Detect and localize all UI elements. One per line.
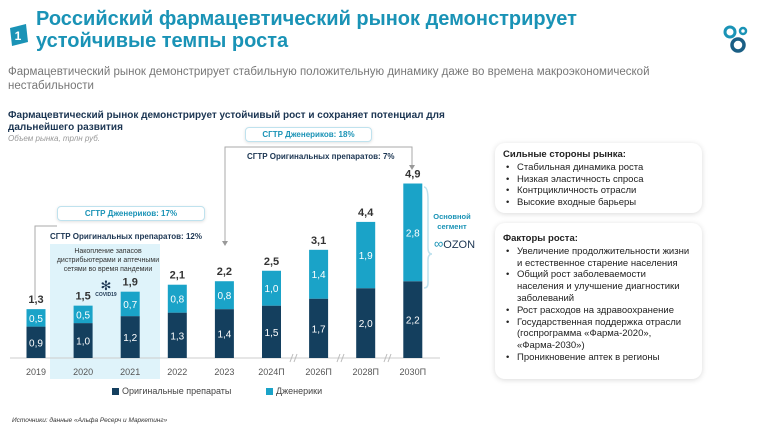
cagr-generics-hist-badge: СГТР Дженериков: 17% — [57, 206, 205, 221]
list-item: Высокие входные барьеры — [503, 197, 694, 209]
bar-value-label: 2,2 — [406, 316, 420, 327]
bar-value-label: 1,0 — [265, 284, 279, 295]
legend-originals: Оригинальные препараты — [112, 386, 231, 396]
cagr-originals-forecast: СГТР Оригинальных препаратов: 7% — [247, 152, 395, 161]
list-item: Контрцикличность отрасли — [503, 185, 694, 197]
bar-value-label: 2,0 — [359, 319, 373, 330]
chart-title: Фармацевтический рынок демонстрирует уст… — [8, 110, 445, 133]
bar-value-label: 2,8 — [406, 228, 420, 239]
total-label: 1,5 — [75, 291, 90, 303]
total-label: 2,2 — [217, 266, 232, 278]
bar-value-label: 1,0 — [76, 337, 90, 348]
page-title: Российский фармацевтический рынок демонс… — [36, 8, 577, 52]
x-tick-label: 2021 — [120, 367, 140, 377]
total-label: 4,4 — [358, 207, 374, 219]
bar-originals — [167, 312, 187, 358]
cagr-generics-forecast-badge: СГТР Дженериков: 18% — [245, 127, 372, 142]
bar-value-label: 0,7 — [123, 300, 137, 311]
main-segment-label: Основной сегмент — [433, 212, 471, 231]
x-tick-label: 2022 — [167, 367, 187, 377]
total-label: 1,9 — [123, 277, 138, 289]
strengths-title: Сильные стороны рынка: — [503, 149, 626, 160]
page-subtitle: Фармацевтический рынок демонстрирует ста… — [8, 66, 650, 92]
growth-title: Факторы роста: — [503, 233, 578, 244]
chart-unit-label: Объем рынка, трлн руб. — [8, 134, 100, 143]
ozon-segment-logo: ∞OZON — [434, 236, 476, 251]
bar-generics — [309, 249, 329, 299]
bar-generics — [26, 309, 46, 327]
list-item: Государственная поддержка отрасли (госпр… — [503, 317, 694, 352]
bar-originals — [262, 305, 281, 358]
slide-number-badge: 1 — [10, 24, 28, 46]
total-label: 1,3 — [28, 294, 43, 306]
list-item: Проникновение аптек в регионы — [503, 352, 694, 364]
bar-originals — [73, 323, 93, 358]
bar-generics — [214, 281, 234, 310]
x-tick-label: 2026П — [305, 367, 332, 377]
legend-swatch — [112, 387, 119, 395]
bar-originals — [356, 288, 376, 358]
bar-value-label: 0,8 — [217, 291, 231, 302]
svg-text:1: 1 — [15, 29, 22, 43]
stacked-bar-chart: 0,9 0,5 1,3 2019 1,0 0,5 1,5 2020 1,2 0,7 1,9 2021 1… — [10, 146, 440, 379]
total-label: 2,1 — [170, 270, 185, 282]
growth-factors-card: Факторы роста: Увеличение продолжительно… — [495, 223, 702, 379]
bar-originals — [26, 326, 46, 358]
axis-break-icon — [289, 353, 298, 363]
x-tick-label: 2024П — [258, 367, 285, 377]
bar-generics — [120, 291, 140, 317]
list-item: Стабильная динамика роста — [503, 162, 694, 174]
total-label: 2,5 — [264, 256, 279, 268]
source-note: Источники: данные «Альфа Ресерч и Маркет… — [12, 417, 168, 424]
list-item: Увеличение продолжительности жизни и ест… — [503, 246, 694, 270]
bar-value-label: 1,5 — [265, 328, 279, 339]
legend-swatch — [266, 387, 273, 395]
bar-originals — [309, 298, 329, 358]
bar-value-label: 1,3 — [170, 331, 184, 342]
axis-break-icon — [336, 353, 345, 363]
bar-generics — [403, 183, 423, 282]
x-tick-label: 2020 — [73, 367, 93, 377]
bar-value-label: 1,9 — [359, 251, 373, 262]
bar-value-label: 1,4 — [217, 330, 231, 341]
x-tick-label: 2030П — [400, 367, 427, 377]
legend-generics: Дженерики — [266, 386, 322, 396]
x-tick-label: 2019 — [26, 367, 46, 377]
bar-value-label: 0,5 — [29, 314, 43, 325]
list-item: Рост расходов на здравоохранение — [503, 305, 694, 317]
segment-brace — [423, 186, 433, 289]
bar-generics — [73, 305, 93, 324]
bar-value-label: 0,8 — [170, 295, 184, 306]
list-item: Низкая эластичность спроса — [503, 174, 694, 186]
bar-originals — [214, 309, 234, 358]
bar-value-label: 1,2 — [123, 333, 137, 344]
bar-generics — [167, 284, 187, 313]
x-tick-label: 2023 — [214, 367, 234, 377]
bar-value-label: 0,9 — [29, 338, 43, 349]
covid-highlight-area — [50, 244, 160, 379]
ozon-logo-icon — [723, 25, 748, 53]
cagr-originals-hist: СГТР Оригинальных препаратов: 12% — [50, 232, 202, 241]
covid-icon: ✻ COVID19 — [95, 278, 117, 298]
bar-generics — [356, 221, 376, 289]
bar-generics — [262, 270, 281, 306]
x-tick-label: 2028П — [352, 367, 379, 377]
bar-originals — [403, 281, 423, 358]
total-label: 3,1 — [311, 235, 326, 247]
axis-break-icon — [383, 353, 392, 363]
bar-originals — [120, 316, 140, 358]
bar-value-label: 0,5 — [76, 310, 90, 321]
bar-value-label: 1,4 — [312, 270, 326, 281]
strengths-card: Сильные стороны рынка: Стабильная динами… — [495, 143, 702, 213]
covid-note: Накопление запасов дистрибьютерами и апт… — [56, 248, 160, 273]
bar-value-label: 1,7 — [312, 324, 326, 335]
cagr-bracket-hist — [34, 225, 57, 300]
cagr-bracket-forecast — [224, 146, 413, 242]
total-label: 4,9 — [405, 169, 420, 181]
list-item: Общий рост заболеваемости населения и ул… — [503, 269, 694, 304]
